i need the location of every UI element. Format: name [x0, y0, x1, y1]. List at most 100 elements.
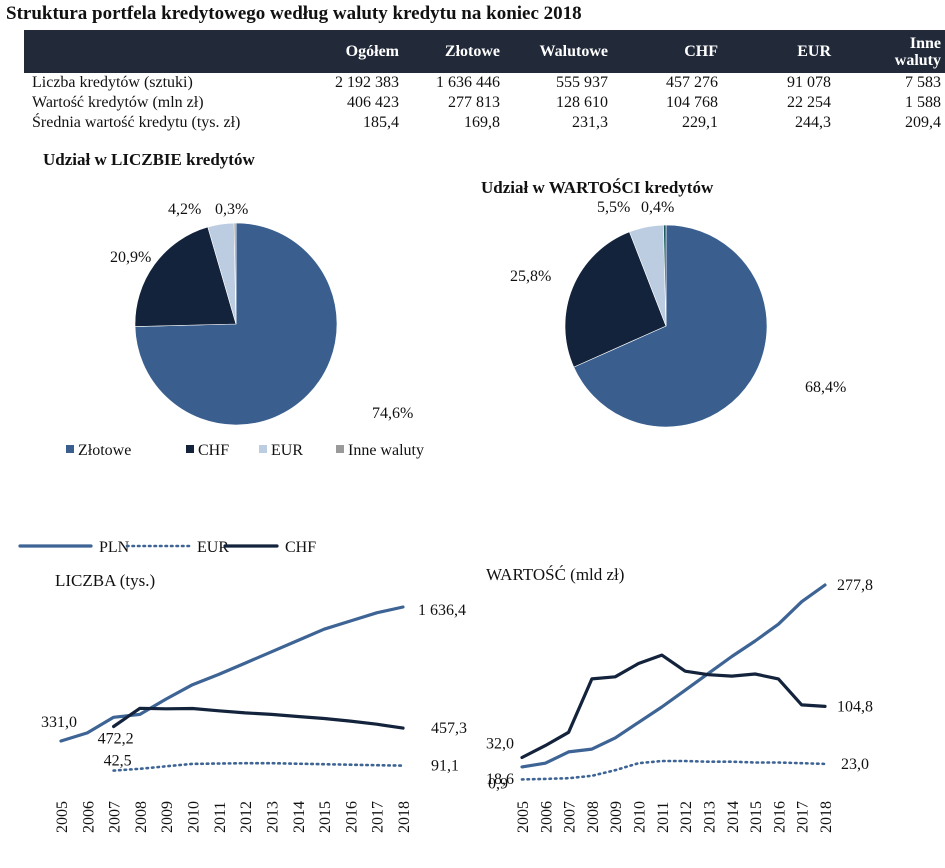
table-cell: 555 937 — [556, 74, 608, 91]
point-label: 91,1 — [431, 758, 459, 775]
legend-swatch — [259, 445, 267, 453]
x-tick-label: 2011 — [212, 802, 229, 833]
pie-slice-chf — [564, 231, 667, 368]
legend-label: Złotowe — [78, 442, 131, 459]
x-tick-label: 2014 — [291, 801, 308, 833]
table-cell: 209,4 — [905, 114, 941, 131]
table-cell: 1 636 446 — [436, 74, 500, 91]
x-tick-label: 2012 — [238, 801, 255, 833]
x-tick-label: 2017 — [795, 801, 812, 833]
x-tick-label: 2013 — [264, 801, 281, 833]
row-label: Średnia wartość kredytu (tys. zł) — [32, 114, 241, 131]
x-tick-label: 2013 — [701, 801, 718, 833]
x-tick-label: 2009 — [159, 801, 176, 833]
line-chart-title: WARTOŚĆ (mld zł) — [486, 565, 624, 584]
x-tick-label: 2009 — [608, 801, 625, 833]
legend-label: Inne waluty — [348, 442, 424, 459]
pie-value-label: 68,4% — [805, 379, 846, 396]
line-chart-title: LICZBA (tys.) — [55, 571, 155, 590]
point-label: 331,0 — [41, 714, 77, 731]
table-cell: 104 768 — [666, 94, 718, 111]
pie-value-label: 25,8% — [510, 268, 551, 285]
point-label: 18,6 — [486, 771, 514, 788]
table-cell: 244,3 — [795, 114, 831, 131]
table-cell: 406 423 — [347, 94, 399, 111]
legend-label: PLN — [99, 539, 130, 556]
table-row: Liczba kredytów (sztuki) 2 192 383 1 636… — [24, 73, 945, 93]
table-cell: 231,3 — [572, 114, 608, 131]
table-cell: 185,4 — [363, 114, 399, 131]
header-inne-line1: Inne — [909, 34, 941, 52]
point-label: 472,2 — [98, 731, 134, 748]
legend-label: CHF — [198, 442, 229, 459]
x-tick-label: 2017 — [370, 801, 387, 833]
point-label: 0,9 — [488, 775, 508, 792]
pie-value-label: 74,6% — [372, 405, 413, 422]
header-walutowe: Walutowe — [539, 43, 608, 60]
legend-swatch — [336, 445, 344, 453]
x-tick-label: 2007 — [562, 801, 579, 833]
legend-label: CHF — [285, 539, 316, 556]
point-label: 457,3 — [431, 720, 467, 737]
x-tick-label: 2008 — [133, 801, 150, 833]
pie-value-label: 20,9% — [110, 249, 151, 266]
summary-table: Ogółem Złotowe Walutowe CHF EUR Inne walu… — [24, 30, 945, 133]
table-row: Średnia wartość kredytu (tys. zł) 185,4 … — [24, 113, 945, 133]
table-cell: 277 813 — [448, 94, 500, 111]
table-row: Wartość kredytów (mln zł) 406 423 277 81… — [24, 93, 945, 113]
table-cell: 229,1 — [682, 114, 718, 131]
table-cell: 22 254 — [787, 94, 831, 111]
x-tick-label: 2008 — [585, 801, 602, 833]
table-cell: 128 610 — [556, 94, 608, 111]
point-label: 42,5 — [104, 753, 132, 770]
pie-value-label: 5,5% — [597, 199, 630, 216]
x-tick-label: 2018 — [396, 801, 413, 833]
pie-title: Udział w WARTOŚCI kredytów — [481, 178, 714, 197]
x-tick-label: 2007 — [107, 801, 124, 833]
header-zlotowe: Złotowe — [444, 43, 500, 60]
row-label: Liczba kredytów (sztuki) — [32, 74, 193, 91]
series-line-eur — [112, 761, 405, 772]
legend-swatch — [186, 445, 194, 453]
table-cell: 169,8 — [464, 114, 500, 131]
pie-value-label: 0,4% — [641, 199, 674, 216]
row-label: Wartość kredytów (mln zł) — [32, 94, 204, 111]
x-tick-label: 2011 — [655, 802, 672, 833]
header-chf: CHF — [684, 43, 718, 60]
pie-title: Udział w LICZBIE kredytów — [43, 150, 255, 169]
x-tick-label: 2015 — [748, 801, 765, 833]
x-tick-label: 2010 — [186, 801, 203, 833]
header-inne-waluty: Inne waluty — [835, 30, 945, 73]
legend-label: EUR — [271, 442, 303, 459]
header-ogolem: Ogółem — [345, 43, 399, 60]
pie-slice-złotowe — [573, 224, 768, 428]
table-cell: 2 192 383 — [335, 74, 399, 91]
series-line-eur — [520, 759, 827, 781]
pie-value-label: 4,2% — [168, 201, 201, 218]
table-cell: 91 078 — [787, 74, 831, 91]
point-label: 104,8 — [837, 698, 873, 715]
x-tick-label: 2010 — [632, 801, 649, 833]
pie-value-label: 0,3% — [215, 201, 248, 218]
series-line-chf — [112, 706, 405, 730]
table-header-row: Ogółem Złotowe Walutowe CHF EUR Inne walu… — [24, 30, 945, 73]
table-cell: 1 588 — [905, 94, 941, 111]
point-label: 1 636,4 — [418, 602, 466, 619]
point-label: 32,0 — [486, 736, 514, 753]
table-cell: 7 583 — [905, 74, 941, 91]
x-tick-label: 2014 — [725, 801, 742, 833]
page-title: Struktura portfela kredytowego według wa… — [6, 3, 582, 24]
pie-slice-inne-waluty — [663, 224, 667, 327]
series-line-pln — [520, 583, 827, 769]
x-tick-label: 2006 — [80, 801, 97, 833]
legend-label: EUR — [197, 539, 229, 556]
pie-slice-inne-waluty — [233, 222, 237, 325]
series-line-chf — [520, 653, 827, 760]
x-tick-label: 2016 — [343, 801, 360, 833]
x-tick-label: 2015 — [317, 801, 334, 833]
table-cell: 457 276 — [666, 74, 718, 91]
x-tick-label: 2005 — [515, 801, 532, 833]
legend-swatch — [66, 445, 74, 453]
header-eur: EUR — [797, 43, 831, 60]
